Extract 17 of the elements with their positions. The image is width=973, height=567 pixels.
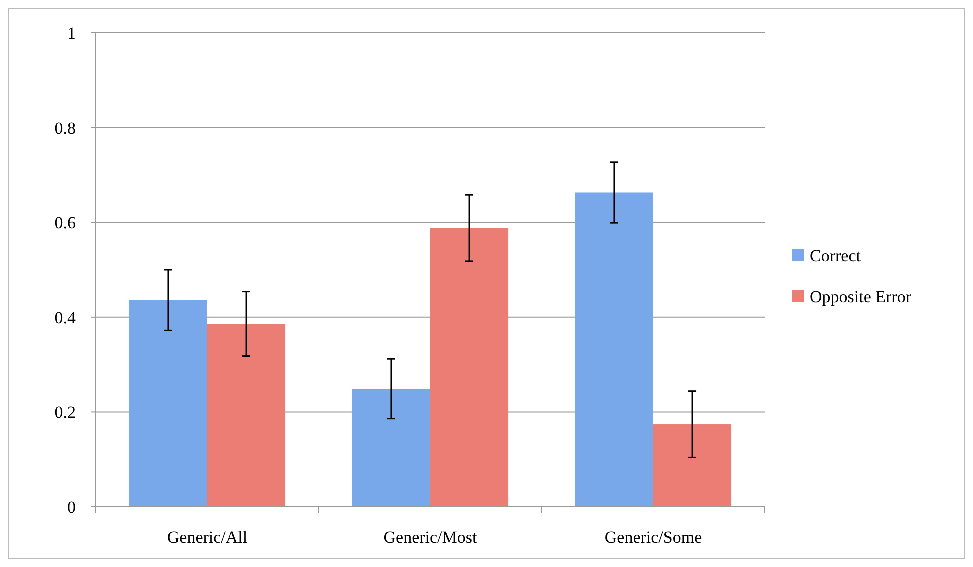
bar — [430, 228, 509, 507]
y-tick-label: 0.8 — [54, 118, 76, 138]
bar — [654, 424, 732, 507]
x-tick-label: Generic/Most — [384, 528, 478, 547]
bar — [352, 388, 430, 507]
y-tick-label: 0.4 — [54, 308, 76, 328]
y-tick-label: 0 — [68, 498, 76, 517]
bar — [129, 300, 208, 507]
y-tick-label: 0.2 — [54, 403, 76, 422]
legend-label: Correct — [810, 246, 862, 266]
y-tick-label: 1 — [68, 24, 76, 43]
x-tick-label: Generic/Some — [604, 528, 702, 547]
y-tick-label: 0.6 — [54, 214, 76, 233]
bar — [575, 192, 654, 507]
legend-label: Opposite Error — [810, 287, 912, 306]
bar — [208, 324, 286, 507]
x-tick-label: Generic/All — [167, 528, 248, 547]
